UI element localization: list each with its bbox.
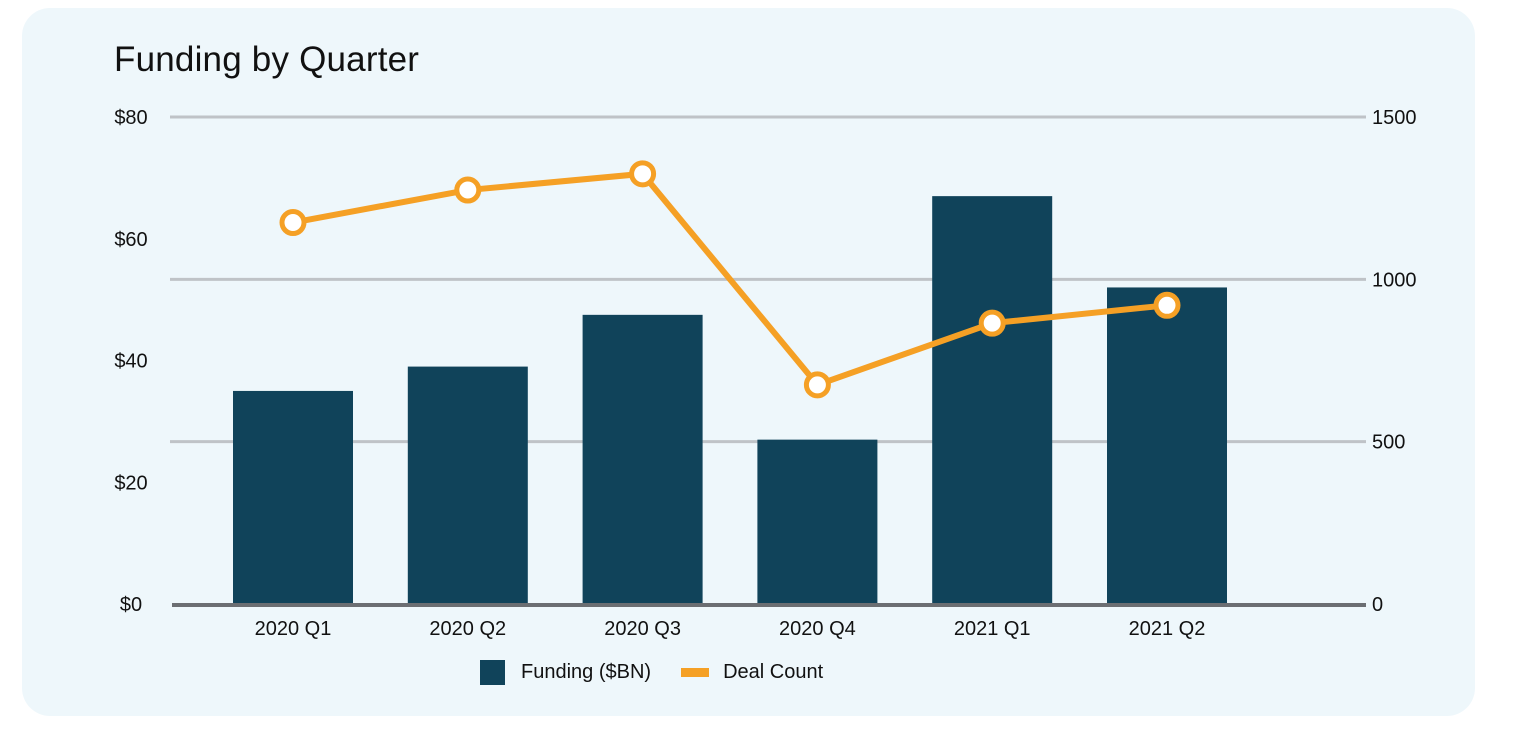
funding-bars <box>233 196 1227 604</box>
y-right-tick-label: 1000 <box>1372 269 1417 291</box>
funding-bar <box>233 390 353 604</box>
deal-count-point <box>1153 291 1181 319</box>
funding-bar <box>407 366 528 604</box>
legend-label-funding: Funding ($BN) <box>521 661 652 683</box>
y-left-tick-label: $20 <box>114 472 147 494</box>
x-tick-label: 2020 Q4 <box>779 618 856 640</box>
tick-labels: $0 $20 $40 $60 $80 0 500 1000 1500 2020 Q1 2020 Q2… <box>114 107 1416 640</box>
legend: Funding ($BN) Deal Count <box>480 660 853 685</box>
y-right-tick-label: 0 <box>1372 594 1383 616</box>
x-tick-label: 2021 Q2 <box>1129 618 1206 640</box>
y-left-tick-label: $0 <box>120 594 142 616</box>
legend-item-funding: Funding ($BN) <box>480 660 651 685</box>
x-tick-label: 2020 Q1 <box>255 618 332 640</box>
funding-bar <box>1107 287 1227 604</box>
legend-label-deal-count: Deal Count <box>723 661 824 683</box>
x-tick-label: 2020 Q3 <box>604 618 681 640</box>
legend-item-deal-count: Deal Count <box>681 661 823 684</box>
x-tick-label: 2021 Q1 <box>954 618 1031 640</box>
y-right-tick-label: 1500 <box>1372 107 1417 129</box>
funding-bar <box>757 439 878 604</box>
deal-count-point <box>978 309 1006 337</box>
y-left-tick-label: $60 <box>114 229 147 251</box>
deal-count-point <box>629 160 657 188</box>
deal-count-point <box>803 371 831 399</box>
funding-bar <box>582 314 703 604</box>
y-left-tick-label: $40 <box>114 351 147 373</box>
deal-count-point <box>454 176 482 204</box>
legend-swatch-funding <box>480 660 505 685</box>
legend-swatch-deal-count <box>681 668 710 677</box>
deal-count-line <box>279 160 1181 399</box>
y-left-tick-label: $80 <box>114 107 147 129</box>
deal-count-series-line <box>290 170 1170 388</box>
x-tick-label: 2020 Q2 <box>429 618 506 640</box>
deal-count-point <box>279 209 307 237</box>
y-right-tick-label: 500 <box>1372 432 1405 454</box>
chart-title: Funding by Quarter <box>114 40 420 79</box>
funding-bar <box>932 196 1053 604</box>
